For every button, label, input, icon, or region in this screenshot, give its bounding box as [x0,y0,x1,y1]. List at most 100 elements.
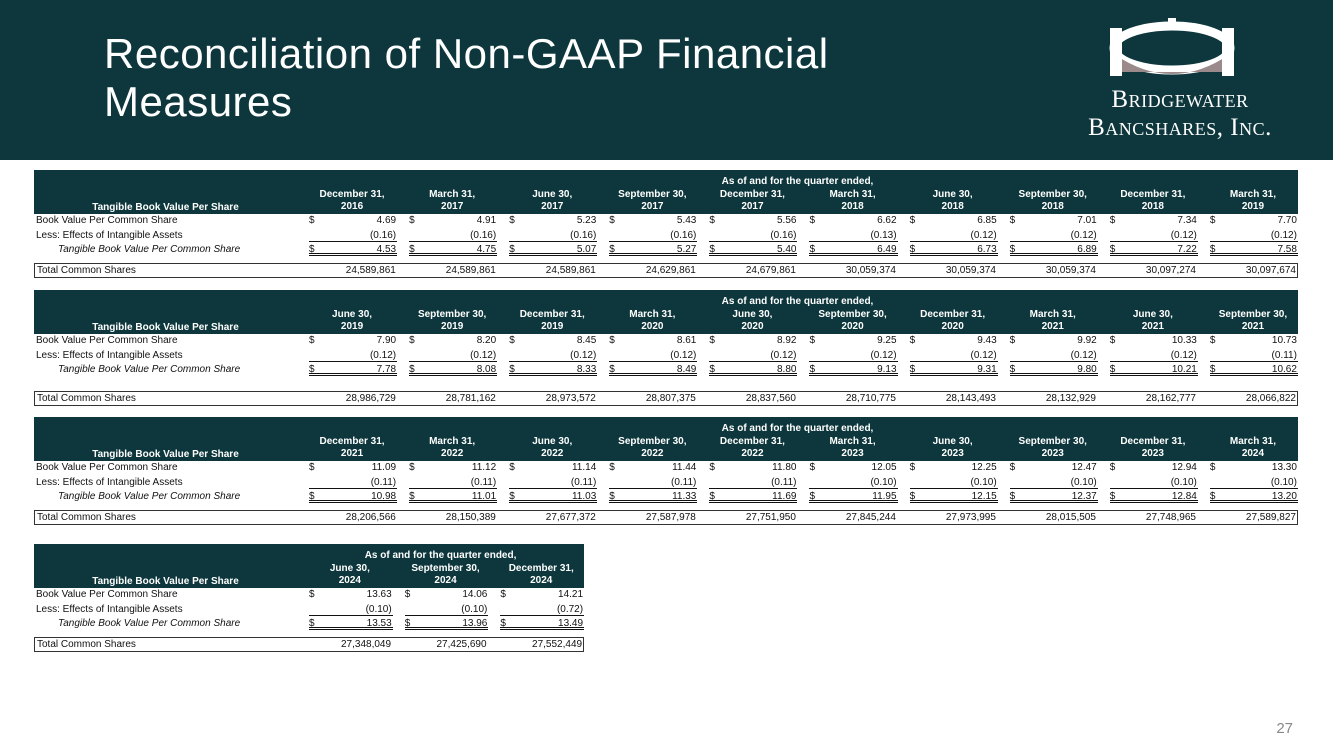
column-year: 2020 [741,321,764,332]
group-header: As of and for the quarter ended, [721,296,874,307]
value-cell: (0.72) [500,603,585,616]
value: 5.27 [676,244,697,255]
value: 13.20 [1271,491,1297,502]
value-cell: $8.08 [409,363,498,376]
currency: $ [609,462,615,473]
currency: $ [609,364,615,375]
value: 28,807,375 [645,392,696,404]
column-date: September 30, [1018,189,1087,200]
currency: $ [509,215,515,226]
value-cell: $8.45 [509,334,597,347]
value-cell: $12.15 [909,490,998,503]
value-cell: $12.47 [1010,461,1098,474]
table-row: Less: Effects of Intangible Assets (0.16)… [34,229,1298,244]
value-cell: $11.12 [409,461,497,474]
column-header: September 30, 2017 [607,189,697,213]
value-cell: $13.20 [1209,490,1298,503]
value: 11.09 [371,462,397,473]
currency: $ [309,589,315,600]
column-header: March 31, 2020 [607,309,697,333]
value: (0.12) [470,349,497,361]
column-header: September 30, 2019 [407,309,497,333]
row-label: Total Common Shares [37,638,136,650]
logo-text: Bridgewater [1111,86,1249,113]
currency: $ [709,364,715,375]
value: (0.12) [970,349,997,361]
currency: $ [609,491,615,502]
currency: $ [1009,335,1016,346]
header-band: Reconciliation of Non-GAAP Financial Mea… [0,0,1333,160]
currency: $ [909,335,916,346]
value-cell: $11.14 [509,461,597,474]
column-header: December 31, 2019 [507,309,597,333]
value-cell: (0.12) [609,349,698,362]
value-cell: $7.58 [1209,243,1298,256]
column-year: 2017 [641,201,664,212]
column-date: December 31, [1120,436,1186,447]
column-date: September 30, [818,309,887,320]
value: 9.92 [1077,335,1097,346]
title: Reconciliation of Non-GAAP Financial Mea… [104,30,829,125]
value-cell: (0.12) [1109,349,1198,362]
value-cell: $10.33 [1110,334,1198,347]
row-label: Tangible Book Value Per Common Share [58,491,241,502]
currency: $ [709,335,715,346]
value: (0.16) [670,229,697,241]
column-date: March 31, [1229,189,1276,200]
value-cell: (0.10) [809,476,898,489]
value: 8.92 [777,335,797,346]
value-cell: $5.27 [609,243,698,256]
currency: $ [909,215,916,226]
row-label: Total Common Shares [37,392,136,404]
currency: $ [1209,462,1216,473]
value-cell: $10.21 [1109,363,1198,376]
currency: $ [709,244,715,255]
value-cell: $10.62 [1209,363,1298,376]
value: 24,629,861 [645,264,696,276]
value: 8.20 [476,335,497,346]
value: (0.12) [770,349,797,361]
value-cell: $10.73 [1210,334,1298,347]
column-date: December 31, [1120,189,1186,200]
value: 4.75 [476,244,497,255]
value-cell: (0.16) [309,229,398,242]
value-cell: $4.53 [309,243,398,256]
value-cell: (0.12) [709,349,798,362]
value: 4.53 [376,244,397,255]
currency: $ [1209,364,1216,375]
column-date: June 30, [532,189,573,200]
currency: $ [1109,491,1116,502]
row-label: Total Common Shares [37,264,136,276]
value: 13.96 [462,618,488,629]
value: 7.70 [1277,215,1297,226]
currency: $ [409,215,415,226]
value: 14.06 [462,589,488,600]
column-year: 2019 [1241,201,1265,212]
currency: $ [909,462,916,473]
currency: $ [809,244,816,255]
value: 12.37 [1071,491,1097,502]
column-year: 2017 [441,201,464,212]
value: 4.91 [476,215,497,226]
column-header: June 30, 2019 [307,309,397,333]
column-date: June 30, [1132,309,1173,320]
currency: $ [509,244,515,255]
table-header: As of and for the quarter ended, Tangible… [34,417,1298,461]
value-cell: (0.10) [404,603,489,616]
value-cell: (0.10) [909,476,998,489]
value: 13.63 [366,589,392,600]
currency: $ [309,491,315,502]
value-cell: (0.10) [1209,476,1298,489]
value: 14.21 [558,589,584,600]
value: 11.12 [471,462,497,473]
currency: $ [809,462,816,473]
value: (0.10) [1070,476,1097,488]
currency: $ [609,335,615,346]
column-date: June 30, [332,309,373,320]
logo: Bridgewater Bancshares, Inc. [1060,14,1300,144]
currency: $ [1209,215,1216,226]
currency: $ [409,462,415,473]
value: 6.89 [1077,244,1097,255]
value: 11.69 [772,491,797,502]
